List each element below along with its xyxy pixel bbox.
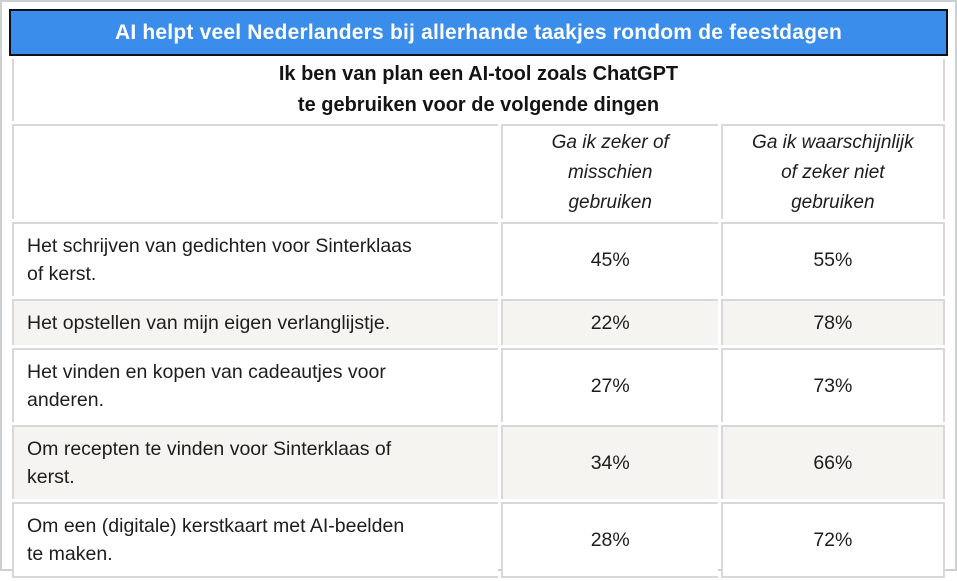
row-value-likely: 27% <box>500 348 718 422</box>
subtitle-row: Ik ben van plan een AI-tool zoals ChatGP… <box>12 59 945 121</box>
row-value-unlikely: 78% <box>720 299 945 345</box>
row-label: Om een (digitale) kerstkaart met AI-beel… <box>12 502 498 578</box>
table-subtitle: Ik ben van plan een AI-tool zoals ChatGP… <box>12 59 945 121</box>
survey-table: Ik ben van plan een AI-tool zoals ChatGP… <box>9 56 948 581</box>
row-value-unlikely: 55% <box>720 222 945 296</box>
row-label: Het opstellen van mijn eigen verlanglijs… <box>12 299 498 345</box>
table-row: Om een (digitale) kerstkaart met AI-beel… <box>12 502 945 578</box>
column-header-unlikely: Ga ik waarschijnlijk of zeker niet gebru… <box>720 124 945 219</box>
table-row: Het schrijven van gedichten voor Sinterk… <box>12 222 945 296</box>
title-text: AI helpt veel Nederlanders bij allerhand… <box>114 20 843 44</box>
row-value-likely: 34% <box>500 425 718 499</box>
row-value-likely: 22% <box>500 299 718 345</box>
header-row: Ga ik zeker of misschien gebruiken Ga ik… <box>12 124 945 219</box>
row-value-unlikely: 66% <box>720 425 945 499</box>
row-label: Het schrijven van gedichten voor Sinterk… <box>12 222 498 296</box>
row-value-unlikely: 73% <box>720 348 945 422</box>
table-row: Het vinden en kopen van cadeautjes voor … <box>12 348 945 422</box>
row-label: Om recepten te vinden voor Sinterklaas o… <box>12 425 498 499</box>
column-header-empty <box>12 124 498 219</box>
row-value-unlikely: 72% <box>720 502 945 578</box>
column-header-likely: Ga ik zeker of misschien gebruiken <box>500 124 718 219</box>
row-value-likely: 28% <box>500 502 718 578</box>
row-label: Het vinden en kopen van cadeautjes voor … <box>12 348 498 422</box>
table-row: Het opstellen van mijn eigen verlanglijs… <box>12 299 945 345</box>
title-bar: AI helpt veel Nederlanders bij allerhand… <box>9 9 948 56</box>
row-value-likely: 45% <box>500 222 718 296</box>
table-row: Om recepten te vinden voor Sinterklaas o… <box>12 425 945 499</box>
